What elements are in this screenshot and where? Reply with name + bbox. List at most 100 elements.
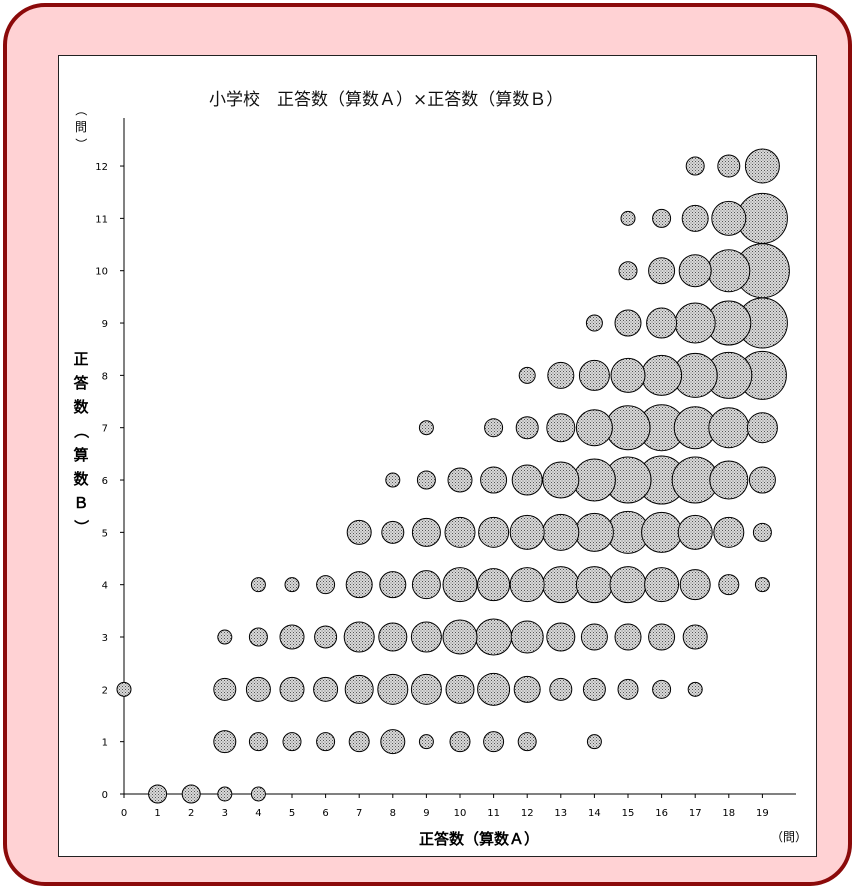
- bubble-point: [116, 681, 132, 697]
- y-tick-label: 11: [95, 214, 108, 225]
- bubble-point: [582, 677, 606, 701]
- bubble-point: [181, 784, 201, 804]
- y-tick-label: 3: [102, 633, 108, 644]
- x-tick-label: 15: [622, 808, 635, 819]
- y-axis-unit: （ 問 ）: [74, 104, 88, 150]
- bubble-point: [316, 732, 336, 752]
- bubble-point: [314, 625, 338, 649]
- bubble-point: [652, 679, 672, 699]
- y-tick-label: 10: [95, 267, 108, 278]
- bubble-point: [477, 568, 511, 602]
- x-tick-label: 9: [423, 808, 429, 819]
- bubble-point: [641, 354, 683, 396]
- bubble-point: [586, 734, 602, 750]
- y-axis-label: 正答数（算数Ｂ）: [72, 350, 90, 535]
- bubble-point: [378, 622, 408, 652]
- bubble-point: [410, 621, 442, 653]
- bubble-point: [510, 620, 544, 654]
- bubble-point: [542, 513, 580, 551]
- bubble-point: [213, 730, 237, 754]
- bubble-point: [518, 366, 536, 384]
- x-tick-label: 12: [521, 808, 534, 819]
- y-tick-label: 12: [95, 162, 108, 173]
- bubble-point: [213, 677, 237, 701]
- bubble-point: [250, 786, 266, 802]
- bubble-point: [282, 732, 302, 752]
- x-ticks: 0 1 2 3 4 5 6 7 8 9 10 11 12 13 14 15 16 17 18 19: [121, 794, 769, 819]
- bubble-point: [707, 249, 751, 293]
- bubble-point: [345, 571, 373, 599]
- bubble-point: [313, 676, 339, 702]
- y-axis-label-char: 数: [73, 398, 89, 416]
- bubble-point: [445, 674, 475, 704]
- bubble-point: [546, 413, 576, 443]
- bubble-point: [442, 619, 478, 655]
- y-axis-label-char: Ｂ: [73, 494, 88, 512]
- x-tick-label: 0: [121, 808, 127, 819]
- bubble-point: [248, 627, 268, 647]
- bubble-point: [475, 618, 513, 656]
- bubble-point: [513, 675, 541, 703]
- bubble-point: [687, 681, 703, 697]
- bubble-point: [652, 208, 672, 228]
- bubble-point: [678, 254, 712, 288]
- bubble-point: [148, 784, 168, 804]
- bubble-point: [752, 522, 772, 542]
- bubble-point: [542, 461, 580, 499]
- bubble-point: [754, 577, 770, 593]
- bubble-point: [509, 514, 545, 550]
- bubble-point: [316, 575, 336, 595]
- bubble-point: [483, 731, 505, 753]
- y-axis-label-char: 算: [73, 446, 88, 464]
- bubble-point: [377, 673, 409, 705]
- x-tick-label: 11: [487, 808, 500, 819]
- x-tick-label: 19: [756, 808, 769, 819]
- bubble-point: [509, 567, 545, 603]
- x-tick-label: 16: [655, 808, 668, 819]
- bubble-point: [217, 629, 233, 645]
- bubble-point: [511, 464, 543, 496]
- x-tick-label: 3: [222, 808, 228, 819]
- bubble-point: [418, 734, 434, 750]
- bubble-point: [348, 731, 370, 753]
- bubble-point: [580, 623, 608, 651]
- bubble-point: [449, 731, 471, 753]
- y-tick-label: 7: [102, 424, 108, 435]
- bubble-point: [344, 674, 374, 704]
- bubble-point: [478, 516, 510, 548]
- bubble-point: [380, 729, 406, 755]
- bubble-point: [708, 407, 750, 449]
- y-axis-unit-char: （: [74, 104, 88, 116]
- bubble-point: [574, 512, 614, 552]
- bubble-point: [245, 676, 271, 702]
- bubble-point: [610, 357, 646, 393]
- bubble-point: [418, 420, 434, 436]
- y-tick-label: 4: [102, 581, 108, 592]
- bubble-point: [644, 567, 680, 603]
- x-tick-label: 8: [390, 808, 396, 819]
- bubble-point: [717, 154, 741, 178]
- bubble-point: [713, 516, 745, 548]
- bubble-point: [609, 566, 647, 604]
- bubble-point: [547, 361, 575, 389]
- bubble-point: [447, 467, 473, 493]
- bubble-point: [641, 511, 683, 553]
- bubble-point: [744, 148, 780, 184]
- y-axis-label-char: 正: [73, 350, 88, 368]
- y-axis-label-char: ）: [72, 519, 90, 534]
- y-axis-unit-char: ）: [74, 138, 88, 150]
- bubble-point: [484, 418, 504, 438]
- bubble-point: [618, 261, 638, 281]
- bubble-point: [444, 516, 476, 548]
- bubble-point: [279, 676, 305, 702]
- x-tick-label: 1: [154, 808, 160, 819]
- bubble-point: [674, 302, 716, 344]
- bubble-point: [279, 624, 305, 650]
- x-tick-label: 7: [356, 808, 362, 819]
- y-tick-label: 9: [102, 319, 108, 330]
- x-tick-label: 18: [722, 808, 735, 819]
- y-axis-label-char: （: [72, 423, 90, 438]
- bubble-point: [379, 571, 407, 599]
